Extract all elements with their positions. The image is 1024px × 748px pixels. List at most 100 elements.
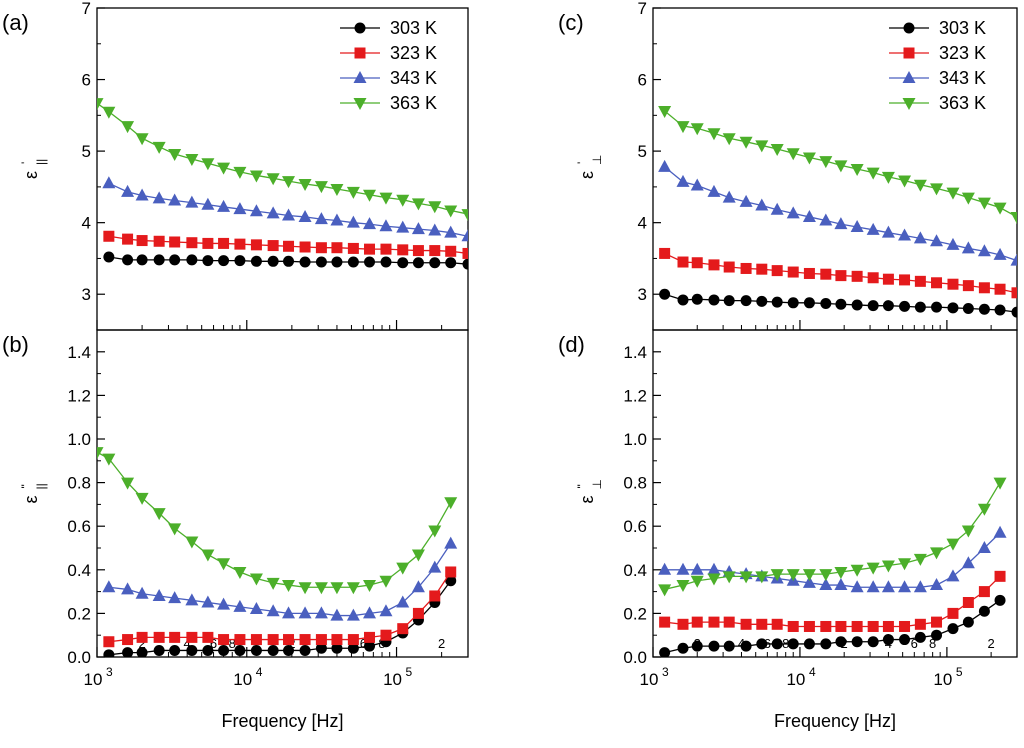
legend-entry: 363 K (939, 93, 986, 113)
data-point (234, 255, 246, 267)
data-point (314, 582, 328, 595)
data-point (676, 562, 690, 575)
x-tick-exponent: 4 (809, 665, 816, 679)
data-point (267, 240, 279, 252)
data-point (786, 569, 800, 582)
y-axis-title: ε ||" (19, 483, 48, 503)
panel-b: 0.00.20.40.60.81.01.21.41031041052468246… (2, 329, 469, 731)
data-point (412, 245, 424, 257)
data-point (707, 573, 721, 586)
data-point (930, 183, 944, 196)
y-axis-subscript: ⊥ (590, 479, 604, 489)
data-point (217, 162, 231, 175)
y-tick-label: 7 (638, 0, 647, 18)
data-point (962, 616, 974, 628)
data-point (739, 571, 753, 584)
data-point (444, 225, 458, 238)
data-point (977, 503, 991, 516)
data-point (676, 580, 690, 593)
data-point (461, 229, 468, 242)
data-point (658, 562, 672, 575)
data-point (914, 631, 926, 643)
y-tick-label: 3 (82, 285, 91, 304)
data-point (249, 573, 263, 586)
y-tick-label: 1.0 (67, 430, 91, 449)
data-point (250, 239, 262, 251)
data-point (411, 580, 425, 593)
y-tick-label: 0.6 (623, 517, 647, 536)
data-point (202, 631, 214, 643)
data-point (233, 599, 247, 612)
data-point (97, 98, 104, 111)
data-point (379, 192, 393, 205)
data-point (771, 265, 783, 277)
data-point (266, 604, 280, 617)
legend-entry: 303 K (390, 18, 437, 38)
data-point (787, 266, 799, 278)
data-point (834, 566, 848, 579)
data-point (819, 213, 833, 226)
data-point (771, 296, 783, 308)
data-point (347, 642, 359, 654)
data-point (168, 148, 182, 161)
data-point (977, 244, 991, 257)
x-minor-tick-label: 2 (988, 636, 995, 651)
data-point (233, 202, 247, 215)
data-point (899, 300, 911, 312)
data-point (787, 297, 799, 309)
data-point (298, 606, 312, 619)
data-point (978, 586, 990, 598)
data-point (819, 156, 833, 169)
data-point (379, 219, 393, 232)
data-point (978, 303, 990, 315)
data-point (103, 636, 115, 648)
panel-label: (c) (558, 10, 584, 35)
data-point (756, 263, 768, 275)
data-point (882, 300, 894, 312)
panel-label: (a) (2, 10, 29, 35)
data-point (866, 167, 880, 180)
x-tick-exponent: 5 (956, 665, 963, 679)
data-point (331, 256, 343, 268)
y-tick-label: 0.4 (67, 561, 91, 580)
data-point (346, 215, 360, 228)
panel-d: 0.00.20.40.60.81.01.21.41031041052468246… (558, 329, 1018, 731)
data-point (803, 267, 815, 279)
data-point (708, 294, 720, 306)
data-point (723, 295, 735, 307)
data-point (234, 644, 246, 656)
data-point (462, 258, 468, 270)
data-point (169, 644, 181, 656)
x-minor-tick-label: 2 (138, 636, 145, 651)
data-point (659, 616, 671, 628)
data-point (740, 262, 752, 274)
y-tick-label: 5 (638, 142, 647, 161)
data-point (428, 525, 442, 538)
data-point (202, 255, 214, 267)
data-point (314, 606, 328, 619)
data-point (914, 301, 926, 313)
data-point (882, 273, 894, 285)
data-point (283, 240, 295, 252)
data-point (283, 255, 295, 267)
data-point (445, 257, 457, 269)
data-point (961, 241, 975, 254)
panel-c: 3 4 5 6 7 (c) ε ⊥' 303 K 323 K 343 K 363 K (558, 0, 1018, 331)
data-point (152, 508, 166, 521)
data-point (691, 293, 703, 305)
y-tick-label: 0.0 (67, 648, 91, 667)
data-point (914, 618, 926, 630)
data-point (201, 158, 215, 171)
data-point (330, 608, 344, 621)
x-axis-title: Frequency [Hz] (774, 711, 896, 731)
data-point (755, 571, 769, 584)
data-point (136, 235, 148, 247)
data-point (412, 257, 424, 269)
data-point (299, 644, 311, 656)
data-point (994, 283, 1006, 295)
x-tick-exponent: 3 (106, 665, 113, 679)
data-point (428, 560, 442, 573)
data-point (658, 106, 672, 119)
y-tick-label: 3 (638, 285, 647, 304)
data-point (153, 235, 165, 247)
